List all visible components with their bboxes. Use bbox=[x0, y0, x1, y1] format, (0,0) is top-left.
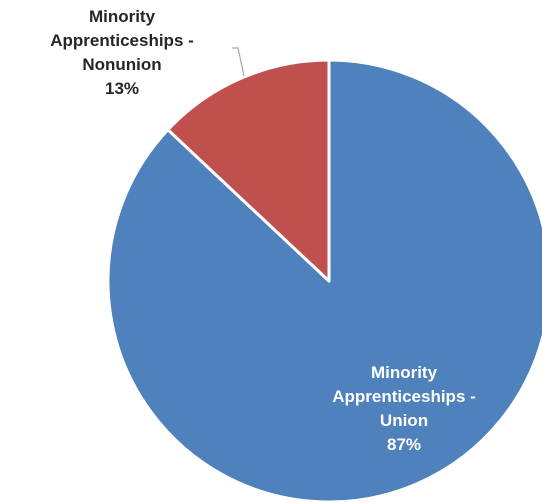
pie-slice-minority-apprenticeships-union bbox=[106, 58, 542, 502]
pie-slice-minority-apprenticeships-nonunion bbox=[166, 58, 331, 283]
leader-line bbox=[232, 47, 245, 77]
slice-label-nonunion: Minority Apprenticeships -Nonunion 13% bbox=[50, 7, 194, 98]
slice-label-union: Minority Apprenticeships -Union 87% bbox=[332, 363, 476, 454]
